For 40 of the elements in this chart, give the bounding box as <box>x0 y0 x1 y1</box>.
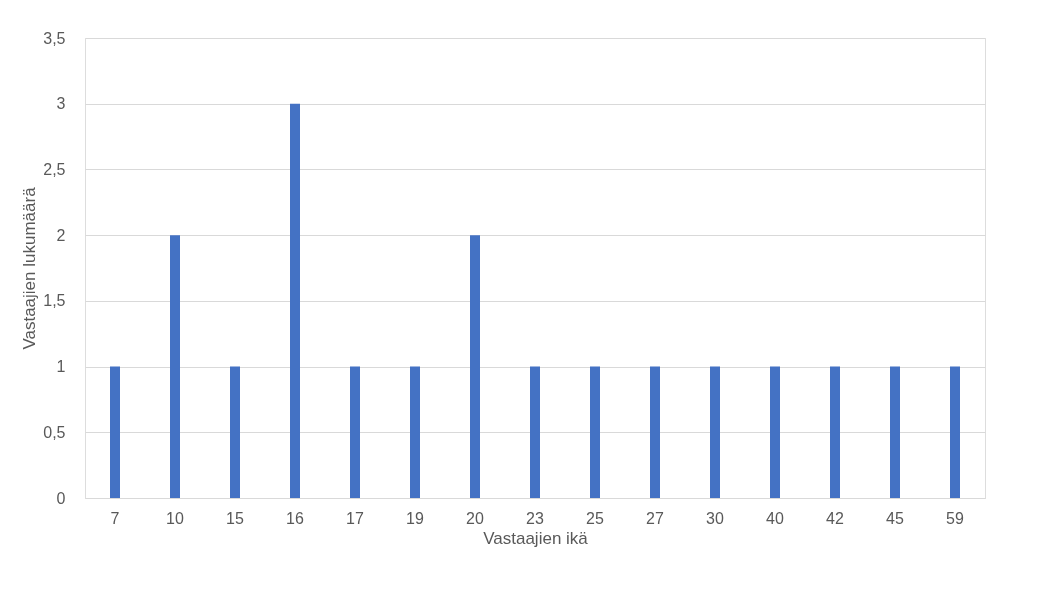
bar <box>470 235 480 498</box>
x-tick-label: 42 <box>826 509 844 527</box>
x-axis-title: Vastaajien ikä <box>483 528 589 548</box>
x-tick-label: 40 <box>766 509 784 527</box>
y-tick-label: 2,5 <box>43 160 66 178</box>
x-tick-label: 7 <box>110 509 120 527</box>
x-tick-label: 17 <box>346 509 364 527</box>
x-tick-label: 27 <box>646 509 664 527</box>
x-tick-label: 30 <box>706 509 724 527</box>
bar <box>950 366 960 498</box>
y-tick-label: 3,5 <box>43 29 66 47</box>
x-tick-label: 59 <box>946 509 964 527</box>
bar <box>230 366 240 498</box>
bar <box>410 366 420 498</box>
y-tick-label: 3 <box>56 95 66 113</box>
bar <box>890 366 900 498</box>
y-tick-label: 1 <box>56 358 66 376</box>
x-tick-label: 10 <box>166 509 184 527</box>
x-tick-label: 15 <box>226 509 244 527</box>
bar <box>770 366 780 498</box>
x-tick-label: 16 <box>286 509 304 527</box>
y-tick-label: 0,5 <box>43 423 66 441</box>
bar <box>530 366 540 498</box>
bar <box>710 366 720 498</box>
x-tick-label: 20 <box>466 509 484 527</box>
bar <box>290 103 300 498</box>
x-tick-label: 25 <box>586 509 604 527</box>
y-tick-label: 0 <box>56 489 66 507</box>
bar <box>650 366 660 498</box>
y-tick-label: 2 <box>56 226 66 244</box>
x-tick-label: 19 <box>406 509 424 527</box>
x-tick-label: 23 <box>526 509 544 527</box>
bar <box>170 235 180 498</box>
bar <box>590 366 600 498</box>
bar <box>110 366 120 498</box>
y-tick-label: 1,5 <box>43 292 66 310</box>
bar <box>350 366 360 498</box>
y-axis-title: Vastaajien lukumäärä <box>20 186 40 350</box>
bar <box>830 366 840 498</box>
x-tick-label: 45 <box>886 509 904 527</box>
